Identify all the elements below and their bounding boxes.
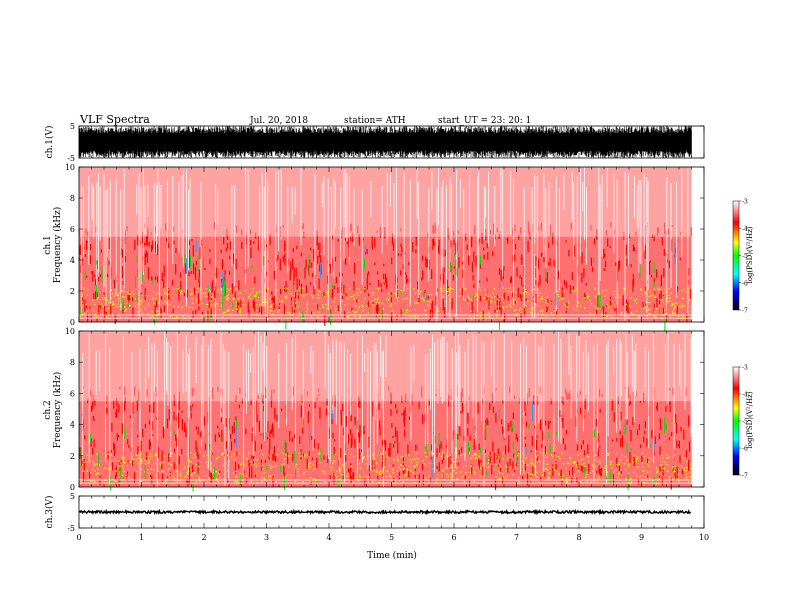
colorbar-gradient — [732, 200, 740, 311]
ch2-spectrogram-panel: 0 2 4 6 8 10 — [65, 327, 705, 492]
colorbar-tick-label: -6 — [742, 446, 748, 453]
ch1-spectrogram-panel: 0 2 4 6 8 10 — [65, 163, 705, 331]
ch1-waveform-panel: 5 -5 — [67, 122, 705, 163]
x-tick-label: 5 — [389, 533, 394, 542]
colorbar2-label: log(PSD)(V²/Hz) — [746, 391, 754, 448]
y-tick-label: 5 — [70, 122, 75, 131]
x-tick-label: 4 — [326, 533, 331, 542]
x-tick-label: 3 — [264, 533, 269, 542]
spectrogram-streaks — [81, 167, 689, 322]
spectrogram-speckles-blue — [185, 240, 676, 306]
ch3-ylabel: ch.3(V) — [44, 496, 55, 529]
x-tick-label: 0 — [76, 533, 81, 542]
ch3-waveform-line — [78, 508, 691, 516]
ch1-waveform-line — [78, 126, 692, 158]
ch2-spec-ylabel: Frequency (kHz) — [52, 372, 63, 449]
ch1-spec-ylabel: Frequency (kHz) — [52, 207, 63, 284]
ch1-colorbar: -3 -4 -5 -6 -7 — [732, 199, 748, 315]
ch2-colorbar: -3 -4 -5 -6 -7 — [732, 365, 748, 480]
y-tick-label: 4 — [70, 256, 75, 265]
y-tick-label: 0 — [70, 483, 75, 492]
colorbar-tick-label: -4 — [742, 392, 748, 399]
y-tick-label: 6 — [70, 389, 75, 398]
x-axis-label: Time (min) — [367, 550, 417, 561]
spectrogram-speckles-green — [80, 417, 673, 492]
spectrogram-background — [79, 167, 692, 322]
spectrogram-upper-wash — [79, 331, 692, 402]
x-tick-label: 10 — [699, 533, 709, 542]
ch2-spec-ylabel-top: ch.2 — [43, 400, 53, 419]
y-tick-label: 2 — [70, 452, 75, 461]
colorbar-tick-label: -3 — [742, 365, 748, 372]
y-tick-label: -5 — [67, 154, 75, 163]
x-tick-label: 7 — [514, 533, 519, 542]
colorbar-tick-label: -3 — [742, 199, 748, 206]
date-label: Jul. 20, 2018 — [249, 116, 308, 126]
ch1-spec-ylabel-top: ch.1 — [43, 235, 53, 254]
station-label: station= ATH — [344, 116, 406, 126]
x-tick-label: 1 — [139, 533, 144, 542]
y-tick-label: 10 — [65, 163, 75, 172]
y-tick-label: 4 — [70, 421, 75, 430]
ch3-waveform-panel: 5 -50 1 2 3 4 5 6 7 8 9 10 — [67, 492, 709, 542]
colorbar-tick-label: -6 — [742, 280, 748, 287]
x-tick-label: 2 — [201, 533, 206, 542]
y-tick-label: -5 — [67, 524, 75, 533]
y-tick-label: 8 — [70, 358, 75, 367]
figure-title: VLF Spectra — [79, 113, 150, 126]
y-tick-label: 0 — [70, 318, 75, 327]
spectrogram-streaks — [82, 331, 692, 487]
spectrogram-upper-wash — [79, 167, 692, 237]
colorbar-tick-label: -7 — [742, 473, 748, 480]
y-tick-label: 6 — [70, 225, 75, 234]
spectrogram-speckles-green — [80, 253, 666, 331]
ch1-ylabel: ch.1(V) — [44, 126, 55, 159]
x-tick-label: 9 — [639, 533, 644, 542]
colorbar-gradient — [732, 366, 740, 476]
x-tick-label: 8 — [576, 533, 581, 542]
y-tick-label: 10 — [65, 327, 75, 336]
colorbar-tick-label: -5 — [742, 253, 748, 260]
y-tick-label: 2 — [70, 287, 75, 296]
x-tick-label: 6 — [451, 533, 456, 542]
start-time-label: start_UT = 23: 20: 1 — [438, 116, 531, 126]
y-tick-label: 5 — [70, 492, 75, 501]
colorbar1-label: log(PSD)(V²/Hz) — [746, 226, 754, 283]
colorbar-tick-label: -4 — [742, 226, 748, 233]
colorbar-tick-label: -7 — [742, 308, 748, 315]
spectrogram-speckles-blue — [79, 402, 655, 478]
y-tick-label: 8 — [70, 194, 75, 203]
colorbar-tick-label: -5 — [742, 419, 748, 426]
